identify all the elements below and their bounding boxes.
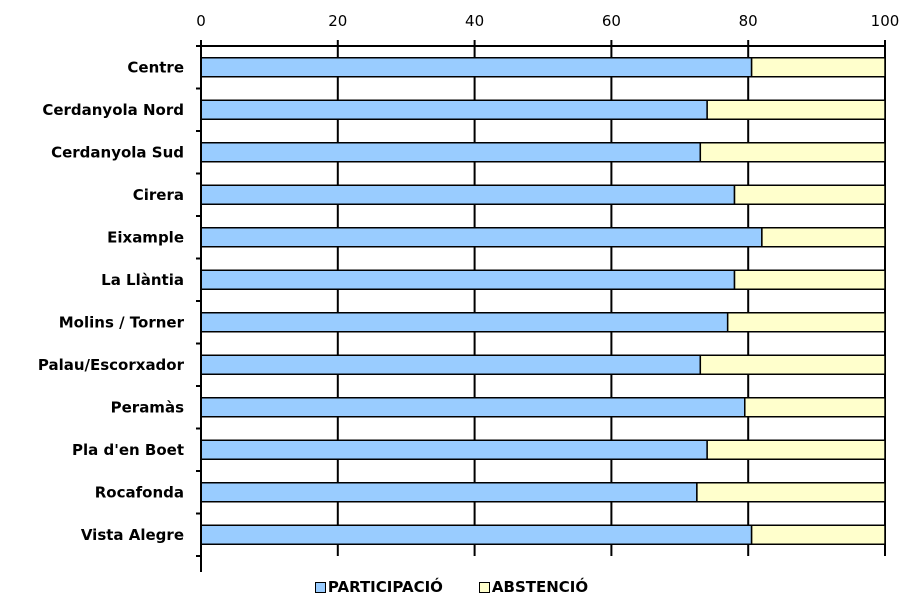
x-tick-label: 0: [196, 12, 206, 30]
category-label: Palau/Escorxador: [38, 356, 185, 374]
bar-abstencio: [699, 354, 886, 375]
bar-participacio: [200, 354, 702, 375]
category-label: Peramàs: [111, 398, 184, 416]
x-tick-label: 80: [739, 12, 758, 30]
bar-participacio: [200, 269, 736, 290]
legend-item-participacio: PARTICIPACIÓ: [314, 578, 443, 596]
bar-participacio: [200, 439, 708, 460]
category-label: La Llàntia: [101, 271, 184, 289]
legend-label-abstencio: ABSTENCIÓ: [491, 578, 589, 596]
x-tick-label: 60: [602, 12, 621, 30]
category-label: Centre: [127, 58, 184, 76]
category-label: Eixample: [107, 228, 184, 246]
category-label: Molins / Torner: [59, 313, 185, 331]
category-label: Cirera: [133, 186, 184, 204]
bar-participacio: [200, 227, 763, 248]
bar-abstencio: [706, 99, 886, 120]
legend: PARTICIPACIÓ ABSTENCIÓ: [0, 578, 903, 596]
bar-abstencio: [696, 482, 886, 503]
bar-abstencio: [706, 439, 886, 460]
category-label: Cerdanyola Nord: [42, 101, 184, 119]
bar-abstencio: [733, 184, 886, 205]
bar-participacio: [200, 482, 698, 503]
category-label: Pla d'en Boet: [72, 441, 184, 459]
x-axis-ticks: 0 20 40 60 80 100: [196, 12, 899, 46]
legend-swatch-abstencio: [478, 581, 490, 593]
legend-label-participacio: PARTICIPACIÓ: [327, 578, 443, 596]
bar-participacio: [200, 397, 746, 418]
grid: [336, 46, 886, 556]
category-label: Cerdanyola Sud: [51, 143, 184, 161]
x-tick-label: 20: [328, 12, 347, 30]
bar-participacio: [200, 99, 708, 120]
bars: [200, 57, 886, 545]
category-labels: Centre Cerdanyola Nord Cerdanyola Sud Cirer…: [38, 58, 185, 544]
bar-abstencio: [699, 142, 886, 163]
bar-abstencio: [761, 227, 886, 248]
legend-swatch-participacio: [314, 581, 326, 593]
bar-participacio: [200, 57, 753, 78]
category-label: Rocafonda: [95, 483, 184, 501]
bar-participacio: [200, 312, 729, 333]
bar-participacio: [200, 184, 736, 205]
bar-participacio: [200, 142, 702, 163]
x-tick-label: 40: [465, 12, 484, 30]
bar-abstencio: [744, 397, 886, 418]
bar-abstencio: [726, 312, 886, 333]
bar-abstencio: [750, 57, 886, 78]
bar-abstencio: [750, 524, 886, 545]
category-label: Vista Alegre: [81, 526, 184, 544]
x-tick-label: 100: [871, 12, 900, 30]
axes: [196, 45, 885, 572]
bar-participacio: [200, 524, 753, 545]
bar-abstencio: [733, 269, 886, 290]
legend-item-abstencio: ABSTENCIÓ: [478, 578, 589, 596]
